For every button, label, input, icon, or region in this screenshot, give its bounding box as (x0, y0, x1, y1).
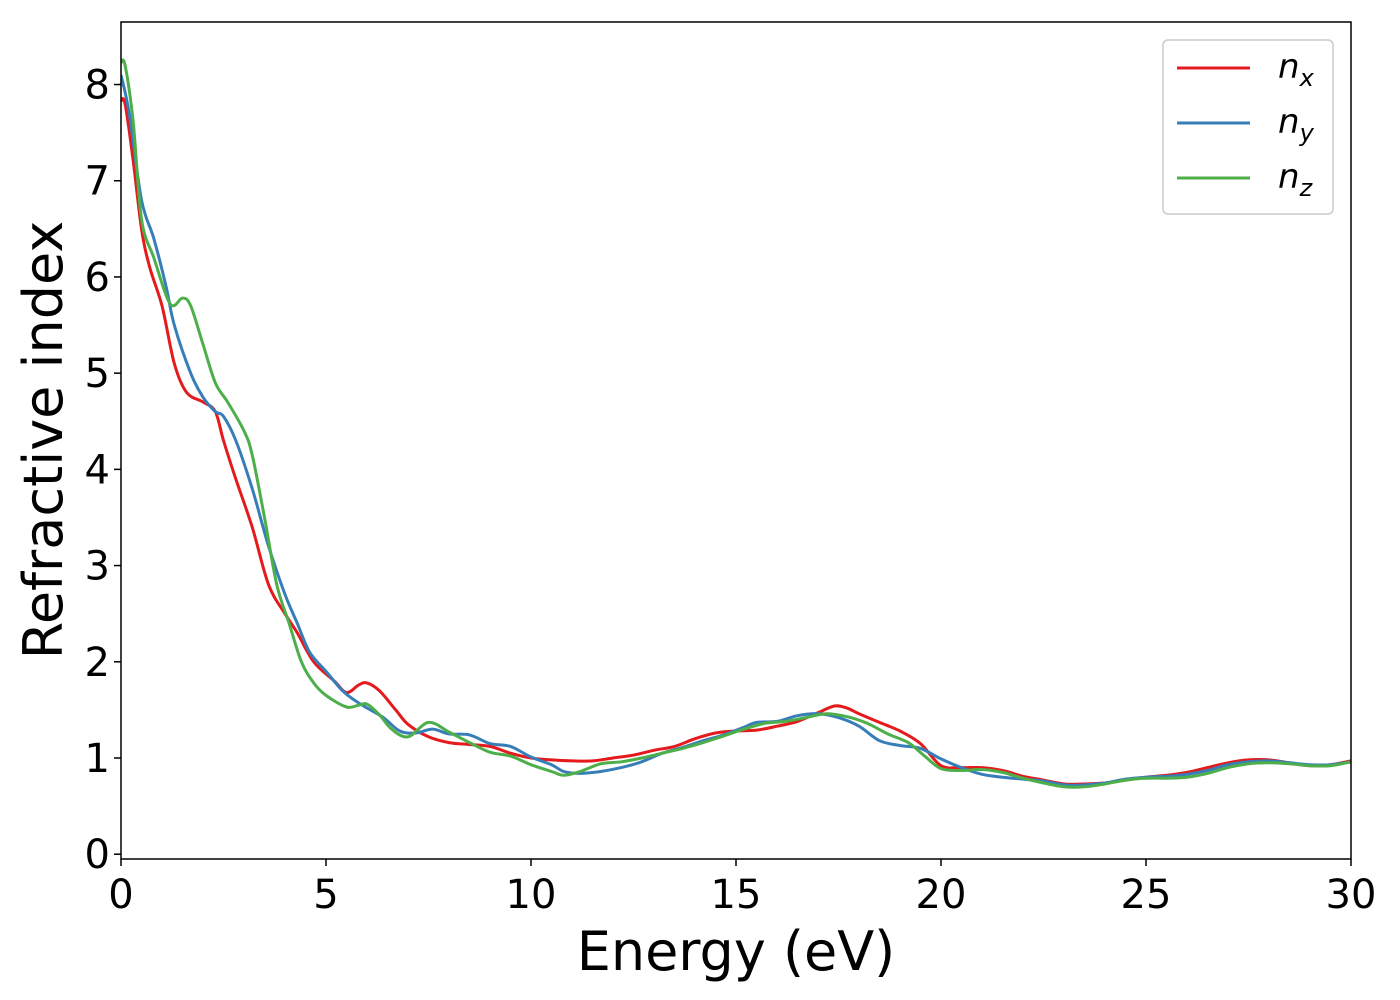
legend-box (1162, 39, 1334, 215)
y-tick-label: 2 (85, 640, 110, 686)
y-tick-label: 4 (85, 447, 110, 493)
y-tick-label: 1 (85, 736, 110, 782)
y-tick-label: 0 (85, 832, 110, 878)
legend: nx ny nz (1162, 39, 1334, 215)
x-axis-label: Energy (eV) (577, 920, 896, 983)
legend-label-ny: ny (1278, 102, 1315, 147)
x-tick-label: 20 (916, 872, 967, 918)
series-line-nz (121, 58, 1351, 789)
x-tick-label: 0 (108, 872, 133, 918)
x-tick-label: 25 (1121, 872, 1172, 918)
y-axis: 0 1 2 3 4 5 6 7 8 (85, 63, 121, 878)
y-tick-label: 3 (85, 544, 110, 590)
y-tick-label: 7 (85, 159, 110, 205)
legend-label-nx: nx (1278, 47, 1315, 92)
x-tick-label: 5 (313, 872, 338, 918)
x-tick-label: 30 (1326, 872, 1377, 918)
y-tick-label: 8 (85, 63, 110, 109)
x-axis: 0 5 10 15 20 25 30 (108, 859, 1376, 918)
y-tick-label: 5 (85, 351, 110, 397)
legend-label-nz: nz (1278, 157, 1314, 202)
x-tick-label: 15 (711, 872, 762, 918)
y-axis-label: Refractive index (12, 221, 75, 660)
y-tick-label: 6 (85, 255, 110, 301)
x-tick-label: 10 (506, 872, 557, 918)
series-layer (121, 58, 1351, 789)
